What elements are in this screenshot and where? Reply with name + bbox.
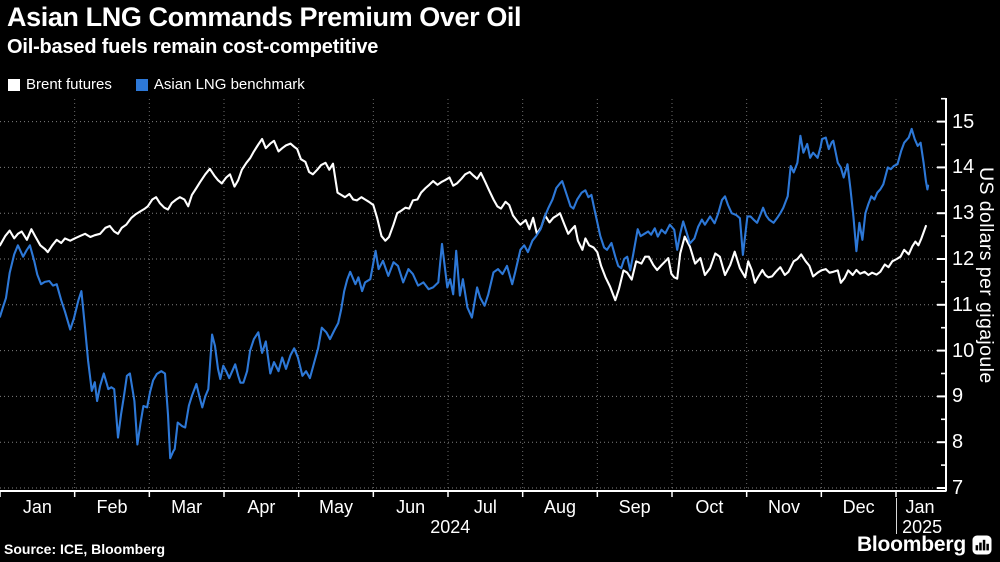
bar-chart-icon — [972, 535, 992, 555]
y-tick-label: 8 — [952, 431, 964, 454]
x-tick-label: Feb — [96, 497, 128, 517]
x-tick-label: Jul — [473, 497, 497, 517]
chart-plot-area: 15 14 13 12 11 10 9 8 7 Jan Feb Mar Apr May Jun Jul Aug S… — [0, 95, 1000, 537]
bloomberg-wordmark: Bloomberg — [856, 533, 966, 556]
x-tick-label: Sep — [618, 497, 651, 517]
source-note: Source: ICE, Bloomberg — [4, 541, 166, 557]
x-tick-label: Jan — [22, 497, 52, 517]
y-tick-label: 12 — [952, 248, 975, 270]
x-tick-label: Jan — [905, 497, 935, 517]
legend-item-brent: Brent futures — [8, 76, 112, 93]
x-tick-label: Jun — [396, 497, 426, 517]
year-label: 2025 — [902, 517, 943, 537]
bloomberg-branding: Bloomberg — [857, 533, 992, 557]
y-tick-label: 7 — [952, 477, 964, 499]
y-tick-label: 10 — [952, 339, 975, 362]
y-tick-label: 14 — [952, 156, 975, 179]
brent-line — [0, 137, 927, 302]
price-chart — [0, 97, 947, 497]
y-tick-label: 13 — [952, 202, 975, 225]
x-tick-label: Apr — [247, 497, 276, 517]
x-tick-label: Mar — [171, 497, 203, 517]
y-tick-label: 11 — [952, 293, 973, 316]
lng-legend-label: Asian LNG benchmark — [153, 76, 305, 93]
x-tick-label: Nov — [767, 497, 801, 517]
legend: Brent futures Asian LNG benchmark — [8, 76, 329, 93]
legend-item-lng: Asian LNG benchmark — [135, 76, 305, 93]
brent-legend-label: Brent futures — [26, 76, 112, 93]
page-title: Asian LNG Commands Premium Over Oil — [7, 2, 522, 32]
y-axis-title: US dollars per gigajoule — [975, 167, 997, 384]
year-divider-line — [895, 498, 897, 534]
x-tick-label: Dec — [842, 497, 875, 517]
x-tick-label: May — [318, 497, 354, 517]
year-label: 2024 — [430, 517, 471, 537]
chart-subtitle: Oil-based fuels remain cost-competitive — [7, 36, 379, 58]
lng-legend-swatch — [135, 78, 148, 91]
x-tick-label: Oct — [695, 497, 724, 517]
brent-legend-swatch — [8, 78, 20, 91]
y-tick-label: 9 — [952, 385, 964, 408]
y-tick-label: 15 — [952, 110, 975, 133]
lng-line — [0, 127, 930, 460]
x-tick-label: Aug — [543, 497, 577, 517]
